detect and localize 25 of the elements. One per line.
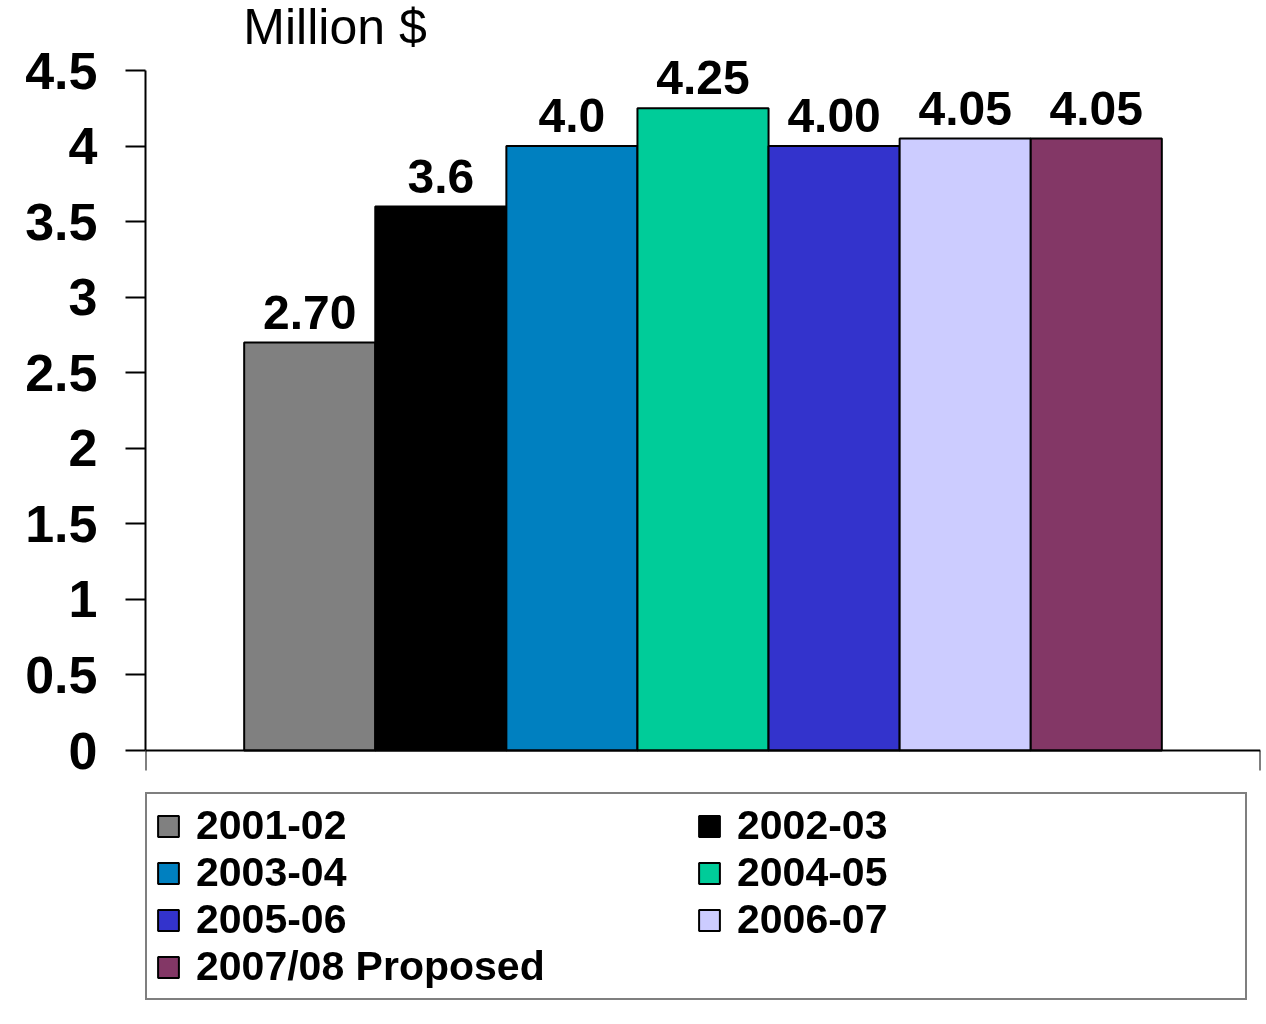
y-tick-label: 3.5 bbox=[25, 192, 98, 251]
legend-label: 2006-07 bbox=[737, 896, 889, 943]
data-label: 3.6 bbox=[407, 149, 475, 203]
data-label: 2.70 bbox=[263, 285, 357, 339]
y-tick-label: 2.5 bbox=[25, 343, 98, 402]
legend-label: 2001-02 bbox=[196, 802, 348, 849]
legend-label: 2007/08 Proposed bbox=[196, 943, 546, 990]
y-tick-label: 0 bbox=[68, 721, 98, 780]
y-tick-label: 3 bbox=[68, 268, 98, 327]
y-tick-label: 1.5 bbox=[25, 494, 98, 553]
y-tick-label: 4 bbox=[68, 117, 98, 176]
data-label: 4.25 bbox=[656, 51, 750, 105]
legend-label: 2005-06 bbox=[196, 896, 348, 943]
y-axis-title: Million $ bbox=[243, 0, 427, 55]
y-tick-label: 1 bbox=[68, 570, 98, 629]
data-label: 4.05 bbox=[1049, 81, 1143, 135]
data-label: 4.0 bbox=[538, 89, 606, 143]
y-tick-label: 4.5 bbox=[25, 41, 98, 100]
legend-label: 2004-05 bbox=[737, 849, 889, 896]
y-tick-label: 2 bbox=[68, 419, 98, 478]
y-tick-label: 0.5 bbox=[25, 645, 98, 704]
data-label: 4.05 bbox=[918, 81, 1012, 135]
legend-label: 2002-03 bbox=[737, 802, 889, 849]
legend-label: 2003-04 bbox=[196, 849, 348, 896]
data-label: 4.00 bbox=[787, 89, 881, 143]
